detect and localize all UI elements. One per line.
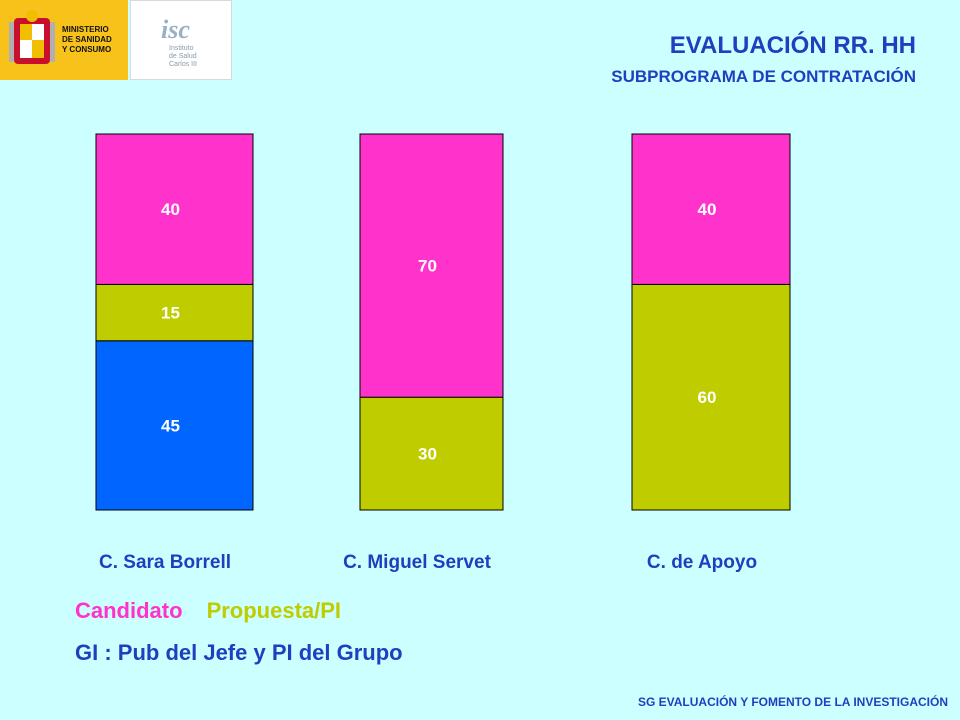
institute-mark: isc [161, 15, 190, 44]
legend-gi: GI : Pub del Jefe y PI del Grupo [75, 640, 403, 665]
bar-segment-0-1 [95, 283, 254, 342]
bar-segment-0-0 [95, 340, 254, 511]
bar-value-label: 40 [698, 200, 717, 219]
bar-value-label: 70 [418, 257, 437, 276]
bar-segment-2-1 [631, 283, 791, 511]
legend-candidato: Candidato [75, 598, 183, 623]
bar-segment-2-2 [631, 133, 791, 285]
coat-of-arms-icon [9, 10, 55, 64]
institute-logo: isc Instituto de Salud Carlos III [130, 0, 232, 80]
bar-segment-1-2 [359, 133, 504, 398]
category-label: C. Sara Borrell [99, 552, 231, 573]
footer-text: SG EVALUACIÓN Y FOMENTO DE LA INVESTIGAC… [637, 695, 948, 709]
category-label: C. de Apoyo [647, 552, 757, 573]
stacked-bar-chart: 45 15 40 C. Sara Borrell 30 70 C. Miguel Serve… [95, 133, 791, 573]
ministry-logo: MINISTERIO DE SANIDAD Y CONSUMO [0, 0, 128, 80]
page-subtitle: SUBPROGRAMA DE CONTRATACIÓN [611, 67, 916, 86]
bar-segment-1-1 [359, 396, 504, 511]
bar-value-label: 60 [698, 388, 717, 407]
bar-value-label: 40 [161, 200, 180, 219]
bar-value-label: 45 [161, 416, 180, 435]
header-logos: MINISTERIO DE SANIDAD Y CONSUMO isc Inst… [0, 0, 232, 80]
ministry-name: MINISTERIO DE SANIDAD Y CONSUMO [62, 25, 112, 54]
bar-value-label: 30 [418, 445, 437, 464]
bar-segment-0-2 [95, 133, 254, 285]
institute-name: Instituto de Salud Carlos III [169, 45, 198, 68]
bar-value-label: 15 [161, 304, 180, 323]
legend-row: Candidato Propuesta/PI [75, 598, 365, 624]
page-title: EVALUACIÓN RR. HH [669, 32, 916, 59]
category-label: C. Miguel Servet [343, 552, 491, 573]
legend-propuesta: Propuesta/PI [206, 598, 342, 623]
